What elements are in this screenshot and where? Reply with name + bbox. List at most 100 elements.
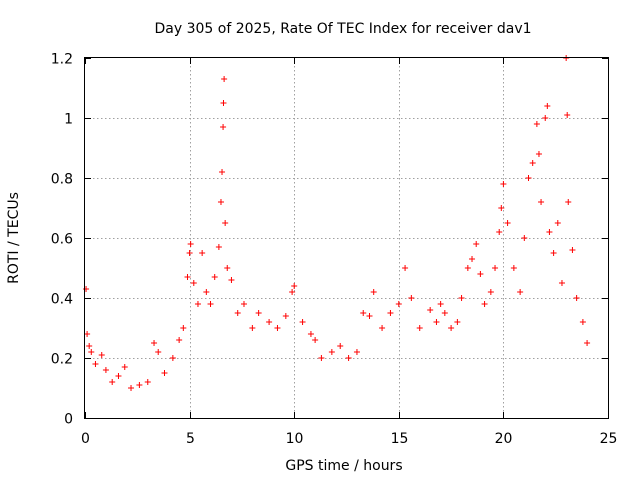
y-axis-label: ROTI / TECUs xyxy=(6,192,22,284)
y-tick-label: 0.2 xyxy=(51,352,73,368)
data-point xyxy=(289,289,296,295)
data-point xyxy=(266,319,273,325)
chart-title: Day 305 of 2025, Rate Of TEC Index for r… xyxy=(154,21,531,37)
data-point xyxy=(402,265,409,271)
x-tick-label: 15 xyxy=(391,431,409,447)
data-point xyxy=(558,280,565,286)
data-point xyxy=(544,103,551,109)
data-point xyxy=(169,355,176,361)
data-point xyxy=(510,265,517,271)
plot-frame xyxy=(84,57,609,419)
data-point xyxy=(517,289,524,295)
data-point xyxy=(473,241,480,247)
data-point xyxy=(221,76,228,82)
data-point xyxy=(249,325,256,331)
data-point xyxy=(353,349,360,355)
data-point xyxy=(487,289,494,295)
data-point xyxy=(477,271,484,277)
x-tick-labels: 0 5 10 15 20 25 xyxy=(81,431,617,447)
data-point xyxy=(441,310,448,316)
data-point xyxy=(498,205,505,211)
data-point xyxy=(379,325,386,331)
data-point xyxy=(144,379,151,385)
y-tick-label: 1.2 xyxy=(51,52,73,68)
data-point xyxy=(318,355,325,361)
data-point xyxy=(222,220,229,226)
data-point xyxy=(366,313,373,319)
x-tick-label: 10 xyxy=(286,431,304,447)
data-point xyxy=(427,307,434,313)
y-tick-label: 0.4 xyxy=(51,292,73,308)
data-point xyxy=(437,301,444,307)
data-point xyxy=(464,265,471,271)
data-point xyxy=(155,349,162,355)
data-point xyxy=(109,379,116,385)
data-point xyxy=(180,325,187,331)
data-point xyxy=(521,235,528,241)
data-point xyxy=(203,289,210,295)
data-point xyxy=(234,310,241,316)
data-point xyxy=(337,343,344,349)
data-point xyxy=(186,250,193,256)
data-point xyxy=(121,364,128,370)
data-point xyxy=(529,160,536,166)
data-point xyxy=(299,319,306,325)
data-point xyxy=(190,280,197,286)
data-point xyxy=(228,277,235,283)
data-point xyxy=(535,151,542,157)
data-point xyxy=(207,301,214,307)
data-point xyxy=(525,175,532,181)
data-point xyxy=(211,274,218,280)
data-point xyxy=(312,337,319,343)
data-point xyxy=(550,250,557,256)
data-point xyxy=(538,199,545,205)
axis-ticks xyxy=(85,58,609,419)
data-point xyxy=(469,256,476,262)
x-tick-label: 25 xyxy=(600,431,618,447)
data-point xyxy=(199,250,206,256)
data-points xyxy=(83,55,591,391)
data-point xyxy=(274,325,281,331)
data-point xyxy=(395,301,402,307)
data-point xyxy=(546,229,553,235)
data-point xyxy=(416,325,423,331)
data-point xyxy=(215,244,222,250)
data-point xyxy=(220,100,227,106)
data-point xyxy=(458,295,465,301)
data-point xyxy=(307,331,314,337)
y-tick-labels: 0 0.2 0.4 0.6 0.8 1 1.2 xyxy=(51,52,73,428)
x-axis-label: GPS time / hours xyxy=(285,458,402,474)
data-point xyxy=(88,349,95,355)
data-point xyxy=(370,289,377,295)
grid-layer xyxy=(85,58,608,418)
data-point xyxy=(492,265,499,271)
data-point xyxy=(569,247,576,253)
data-point xyxy=(433,319,440,325)
data-point xyxy=(240,301,247,307)
data-point xyxy=(500,181,507,187)
data-point xyxy=(219,169,226,175)
data-point xyxy=(102,367,109,373)
data-point xyxy=(454,319,461,325)
data-point xyxy=(176,337,183,343)
data-point xyxy=(220,124,227,130)
data-point xyxy=(291,283,298,289)
data-point xyxy=(533,121,540,127)
data-point xyxy=(92,361,99,367)
data-point xyxy=(83,286,90,292)
data-point xyxy=(128,385,135,391)
data-point xyxy=(448,325,455,331)
data-point xyxy=(151,340,158,346)
data-point xyxy=(255,310,262,316)
data-point xyxy=(584,340,591,346)
data-point xyxy=(115,373,122,379)
data-point xyxy=(579,319,586,325)
data-point xyxy=(542,115,549,121)
data-point xyxy=(387,310,394,316)
data-point xyxy=(84,331,91,337)
data-point xyxy=(282,313,289,319)
data-point xyxy=(408,295,415,301)
x-tick-label: 20 xyxy=(495,431,513,447)
y-tick-label: 1 xyxy=(64,112,73,128)
data-point xyxy=(564,112,571,118)
